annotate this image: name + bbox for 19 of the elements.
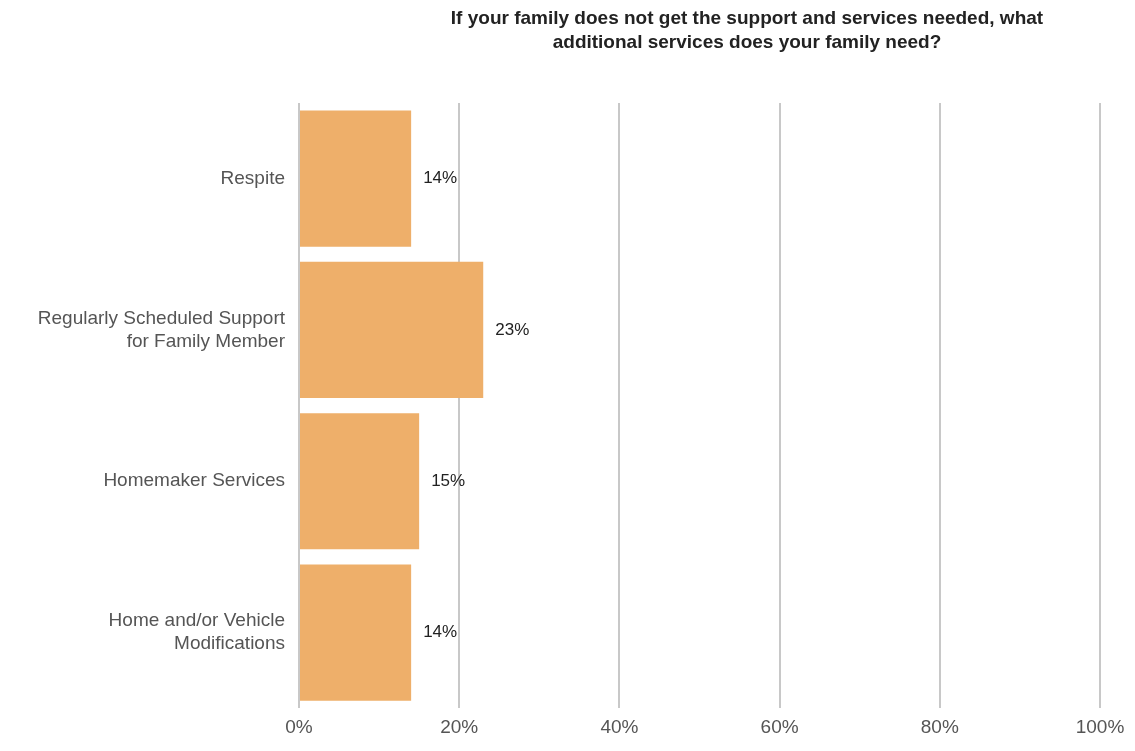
data-label: 14% [423,622,458,642]
y-tick-label: Respite [220,166,285,188]
bar [300,261,484,399]
x-tick-label: 60% [760,715,799,737]
x-tick-label: 100% [1075,715,1125,737]
data-label: 14% [423,168,458,188]
data-label: 23% [495,319,530,339]
x-tick-label: 80% [920,715,959,737]
y-tick-label: Homemaker Services [103,469,285,491]
bar [300,413,420,550]
chart-title: If your family does not get the support and services needed, what additional services does your family need? [449,6,1045,54]
bar [300,564,412,701]
y-tick-label: Home and/or Vehicle Modifications [108,609,285,654]
x-tick-label: 20% [440,715,479,737]
y-tick-label: Regularly Scheduled Support for Family Member [37,306,286,351]
bar [300,110,412,247]
x-tick-label: 0% [285,715,313,737]
x-tick-label: 40% [600,715,639,737]
data-label: 15% [431,470,466,490]
